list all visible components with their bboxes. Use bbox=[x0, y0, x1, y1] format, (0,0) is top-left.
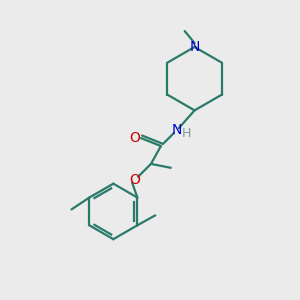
Text: O: O bbox=[130, 131, 141, 145]
Text: O: O bbox=[130, 173, 141, 187]
Text: H: H bbox=[182, 127, 191, 140]
Text: N: N bbox=[189, 40, 200, 54]
Text: N: N bbox=[172, 123, 182, 137]
